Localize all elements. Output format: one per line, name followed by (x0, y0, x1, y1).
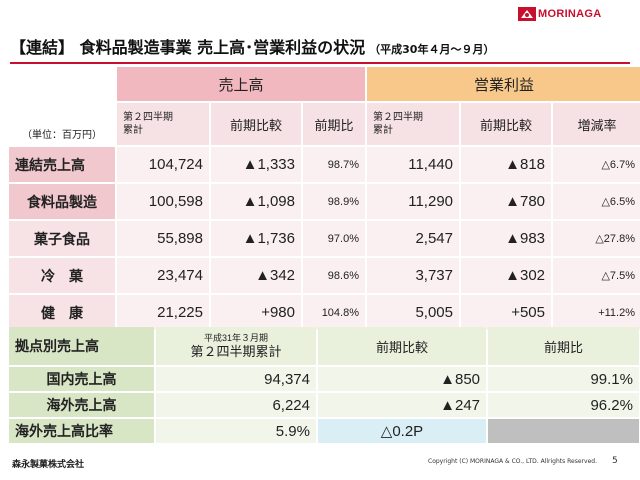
table-row: 冷 菓 23,474 ▲342 98.6% 3,737 ▲302 △7.5% (9, 258, 640, 293)
col-header-profit-diff: 前期比較 (461, 103, 551, 145)
yoy-ratio: 96.2% (488, 393, 639, 417)
header-blank (9, 67, 115, 101)
group-header-sales: 売上高 (117, 67, 365, 101)
q2-cumulative: 94,374 (156, 367, 316, 391)
table-row: 食料品製造 100,598 ▲1,098 98.9% 11,290 ▲780 △… (9, 184, 640, 219)
segment-results-table: 売上高 営業利益 （単位：百万円） 第２四半期 累計 前期比較 前期比 第２四半… (7, 65, 640, 332)
row-label: 健 康 (9, 295, 115, 330)
footer-copyright: Copyright (C) MORINAGA & CO., LTD. Allri… (428, 458, 597, 465)
sales-diff: ▲1,333 (211, 147, 301, 182)
logo-text: MORINAGA (538, 8, 602, 20)
profit-rate: △27.8% (553, 221, 640, 256)
profit-diff: +505 (461, 295, 551, 330)
page-title: 【連結】 食料品製造事業 売上高･営業利益の状況 （平成30年４月～９月） (10, 34, 494, 58)
col-header-ratio: 前期比 (488, 327, 639, 365)
q2-cumulative: 6,224 (156, 393, 316, 417)
empty-cell (488, 419, 639, 443)
sales-q2: 104,724 (117, 147, 209, 182)
row-label: 食料品製造 (9, 184, 115, 219)
profit-q2: 5,005 (367, 295, 459, 330)
col-header-sales-diff: 前期比較 (211, 103, 301, 145)
profit-q2: 3,737 (367, 258, 459, 293)
overseas-ratio-diff: △0.2P (318, 419, 486, 443)
col-header-text: 第２四半期 累計 (123, 112, 173, 136)
col-header-q2-cumulative: 平成31年３月期 第２四半期累計 (156, 327, 316, 365)
row-label: 海外売上高 (9, 393, 154, 417)
profit-rate: △7.5% (553, 258, 640, 293)
col-header-sales-ratio: 前期比 (303, 103, 365, 145)
profit-diff: ▲780 (461, 184, 551, 219)
sales-diff: ▲342 (211, 258, 301, 293)
table-row: 健 康 21,225 +980 104.8% 5,005 +505 +11.2% (9, 295, 640, 330)
footer-company: 森永製菓株式会社 (12, 460, 85, 470)
sales-ratio: 97.0% (303, 221, 365, 256)
profit-diff: ▲983 (461, 221, 551, 256)
profit-q2: 11,290 (367, 184, 459, 219)
row-label: 菓子食品 (9, 221, 115, 256)
sales-diff: ▲1,736 (211, 221, 301, 256)
page-title-text: 【連結】 食料品製造事業 売上高･営業利益の状況 (10, 38, 366, 57)
sales-diff: +980 (211, 295, 301, 330)
table-row: 国内売上高 94,374 ▲850 99.1% (9, 367, 639, 391)
col-header-text: 第２四半期 累計 (373, 112, 423, 136)
table-row: 連結売上高 104,724 ▲1,333 98.7% 11,440 ▲818 △… (9, 147, 640, 182)
page-subtitle: （平成30年４月～９月） (369, 43, 495, 56)
col-header-profit-q2: 第２四半期 累計 (367, 103, 459, 145)
regional-sales-table: 拠点別売上高 平成31年３月期 第２四半期累計 前期比較 前期比 国内売上高 9… (7, 325, 640, 445)
yoy-diff: ▲850 (318, 367, 486, 391)
profit-q2: 2,547 (367, 221, 459, 256)
row-label: 冷 菓 (9, 258, 115, 293)
sales-diff: ▲1,098 (211, 184, 301, 219)
row-label: 海外売上高比率 (9, 419, 154, 443)
profit-diff: ▲818 (461, 147, 551, 182)
overseas-ratio: 5.9% (156, 419, 316, 443)
unit-label: （単位：百万円） (22, 130, 102, 141)
sales-q2: 55,898 (117, 221, 209, 256)
profit-rate: △6.7% (553, 147, 640, 182)
cumulative-label: 第２四半期累計 (190, 344, 282, 359)
row-label: 国内売上高 (9, 367, 154, 391)
profit-q2: 11,440 (367, 147, 459, 182)
sales-ratio: 104.8% (303, 295, 365, 330)
group-header-profit: 営業利益 (367, 67, 640, 101)
table-row: 海外売上高 6,224 ▲247 96.2% (9, 393, 639, 417)
col-header-profit-rate: 増減率 (553, 103, 640, 145)
profit-rate: +11.2% (553, 295, 640, 330)
col-header-diff: 前期比較 (318, 327, 486, 365)
yoy-ratio: 99.1% (488, 367, 639, 391)
row-label: 連結売上高 (9, 147, 115, 182)
angel-logo-icon (518, 7, 536, 21)
sales-ratio: 98.6% (303, 258, 365, 293)
table-row: 菓子食品 55,898 ▲1,736 97.0% 2,547 ▲983 △27.… (9, 221, 640, 256)
col-header-sales-q2: 第２四半期 累計 (117, 103, 209, 145)
fiscal-period-label: 平成31年３月期 (203, 333, 268, 343)
title-divider (10, 62, 630, 64)
sales-ratio: 98.7% (303, 147, 365, 182)
sales-ratio: 98.9% (303, 184, 365, 219)
sales-q2: 100,598 (117, 184, 209, 219)
profit-rate: △6.5% (553, 184, 640, 219)
sales-q2: 23,474 (117, 258, 209, 293)
table-row: 海外売上高比率 5.9% △0.2P (9, 419, 639, 443)
sales-q2: 21,225 (117, 295, 209, 330)
profit-diff: ▲302 (461, 258, 551, 293)
page-number: 5 (612, 456, 618, 466)
company-logo: MORINAGA (518, 7, 602, 21)
yoy-diff: ▲247 (318, 393, 486, 417)
regional-header-label: 拠点別売上高 (9, 327, 154, 365)
